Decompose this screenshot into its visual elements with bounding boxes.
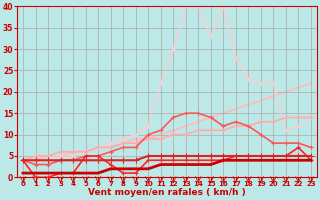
X-axis label: Vent moyen/en rafales ( km/h ): Vent moyen/en rafales ( km/h ) [88,188,246,197]
